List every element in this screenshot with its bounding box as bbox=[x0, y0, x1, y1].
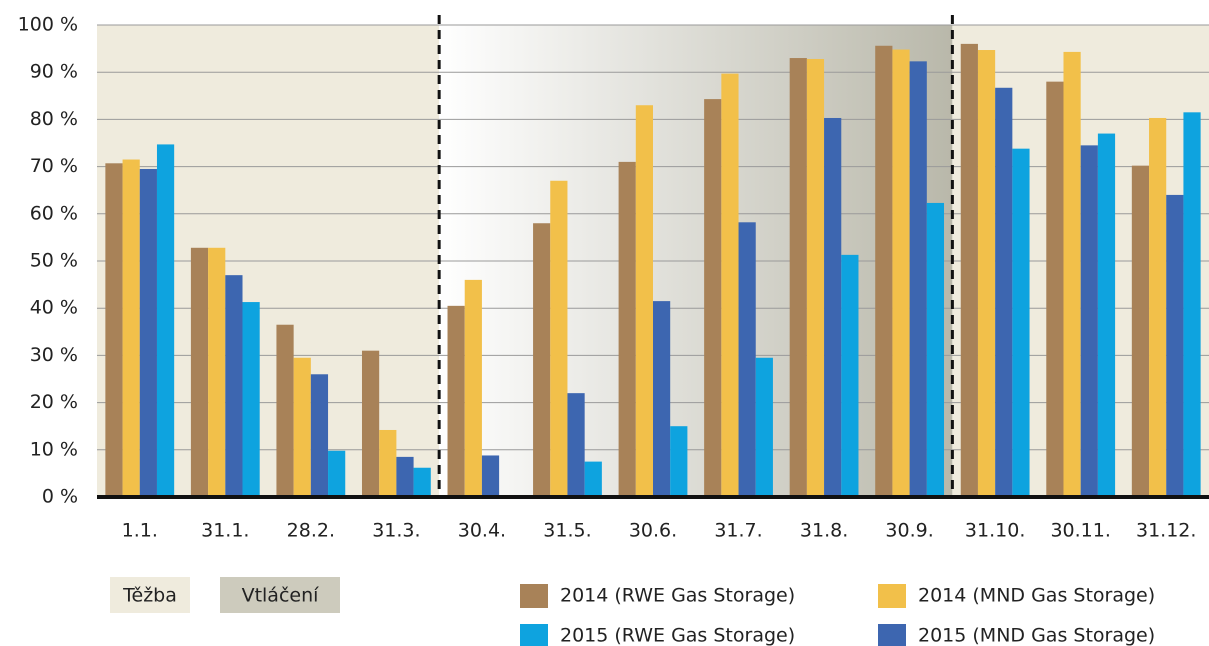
bar bbox=[1149, 117, 1167, 497]
bar bbox=[1183, 112, 1201, 497]
bar bbox=[105, 163, 123, 497]
bar bbox=[276, 324, 294, 497]
bar bbox=[396, 456, 414, 497]
y-tick-label: 80 % bbox=[30, 108, 78, 130]
bar bbox=[447, 305, 465, 497]
bar bbox=[926, 202, 945, 497]
bar bbox=[841, 254, 859, 497]
bar bbox=[618, 161, 636, 497]
bar bbox=[806, 58, 825, 497]
bar bbox=[242, 302, 260, 497]
bar bbox=[635, 105, 653, 498]
bar bbox=[1063, 51, 1081, 498]
x-tick-label: 31.1. bbox=[201, 520, 249, 542]
x-tick-label: 30.4. bbox=[458, 520, 506, 542]
y-tick-label: 30 % bbox=[30, 344, 78, 366]
legend-label: 2015 (RWE Gas Storage) bbox=[560, 625, 795, 646]
x-tick-label: 30.6. bbox=[629, 520, 677, 542]
y-tick-label: 40 % bbox=[30, 297, 78, 319]
bar bbox=[122, 159, 140, 497]
bar bbox=[413, 467, 431, 497]
x-tick-label: 30.11. bbox=[1050, 520, 1110, 542]
legend-swatch bbox=[878, 584, 906, 608]
bar bbox=[824, 117, 842, 497]
bar bbox=[704, 99, 722, 497]
legend-swatch bbox=[520, 624, 548, 646]
x-tick-label: 31.3. bbox=[372, 520, 420, 542]
bar bbox=[208, 247, 226, 497]
bar bbox=[960, 43, 978, 497]
bar bbox=[653, 301, 671, 497]
y-tick-label: 70 % bbox=[30, 155, 78, 177]
x-tick-label: 31.7. bbox=[714, 520, 762, 542]
bar bbox=[1012, 148, 1030, 497]
bar bbox=[1046, 81, 1064, 497]
bar bbox=[190, 247, 209, 497]
bar bbox=[464, 279, 482, 497]
bar bbox=[156, 144, 175, 497]
bar bbox=[567, 393, 585, 497]
legend-swatch bbox=[520, 584, 548, 608]
bar bbox=[892, 49, 910, 497]
bar bbox=[310, 374, 329, 497]
x-tick-label: 31.8. bbox=[800, 520, 848, 542]
bar bbox=[755, 357, 773, 497]
y-tick-label: 100 % bbox=[18, 14, 78, 36]
phase-legend-label: Vtláčení bbox=[242, 585, 320, 607]
bar bbox=[550, 180, 568, 497]
bar bbox=[909, 61, 927, 498]
x-tick-label: 1.1. bbox=[122, 520, 158, 542]
x-tick-label: 31.12. bbox=[1136, 520, 1196, 542]
bar bbox=[977, 50, 996, 498]
bar bbox=[995, 87, 1013, 497]
bar bbox=[139, 168, 157, 497]
y-tick-label: 60 % bbox=[30, 202, 78, 224]
bar bbox=[533, 223, 551, 498]
y-tick-label: 10 % bbox=[30, 438, 78, 460]
y-tick-label: 0 % bbox=[42, 486, 78, 508]
phase-legend-label: Těžba bbox=[122, 585, 177, 607]
phase-legend-box bbox=[220, 577, 340, 613]
y-tick-label: 20 % bbox=[30, 391, 78, 413]
bar bbox=[721, 73, 739, 497]
bar bbox=[1131, 165, 1150, 497]
bar bbox=[738, 222, 756, 497]
bar bbox=[1166, 194, 1184, 498]
x-tick-label: 31.10. bbox=[965, 520, 1025, 542]
bar bbox=[1097, 133, 1116, 497]
bar bbox=[1080, 145, 1098, 498]
bar bbox=[789, 58, 807, 497]
bar bbox=[379, 429, 397, 497]
bar bbox=[481, 455, 500, 497]
bar bbox=[584, 461, 602, 497]
x-tick-label: 31.5. bbox=[543, 520, 591, 542]
legend-label: 2015 (MND Gas Storage) bbox=[918, 625, 1155, 646]
bar bbox=[225, 275, 243, 497]
legend-label: 2014 (MND Gas Storage) bbox=[918, 585, 1155, 607]
y-tick-label: 50 % bbox=[30, 250, 78, 272]
bar bbox=[670, 426, 688, 497]
bar bbox=[328, 450, 346, 497]
bar bbox=[875, 45, 893, 497]
x-tick-label: 28.2. bbox=[287, 520, 335, 542]
legend-swatch bbox=[878, 624, 906, 646]
legend-label: 2014 (RWE Gas Storage) bbox=[560, 585, 795, 607]
x-tick-label: 30.9. bbox=[885, 520, 933, 542]
phase-legend-box bbox=[110, 577, 190, 613]
bar bbox=[361, 350, 380, 497]
bar bbox=[293, 357, 311, 497]
y-tick-label: 90 % bbox=[30, 61, 78, 83]
